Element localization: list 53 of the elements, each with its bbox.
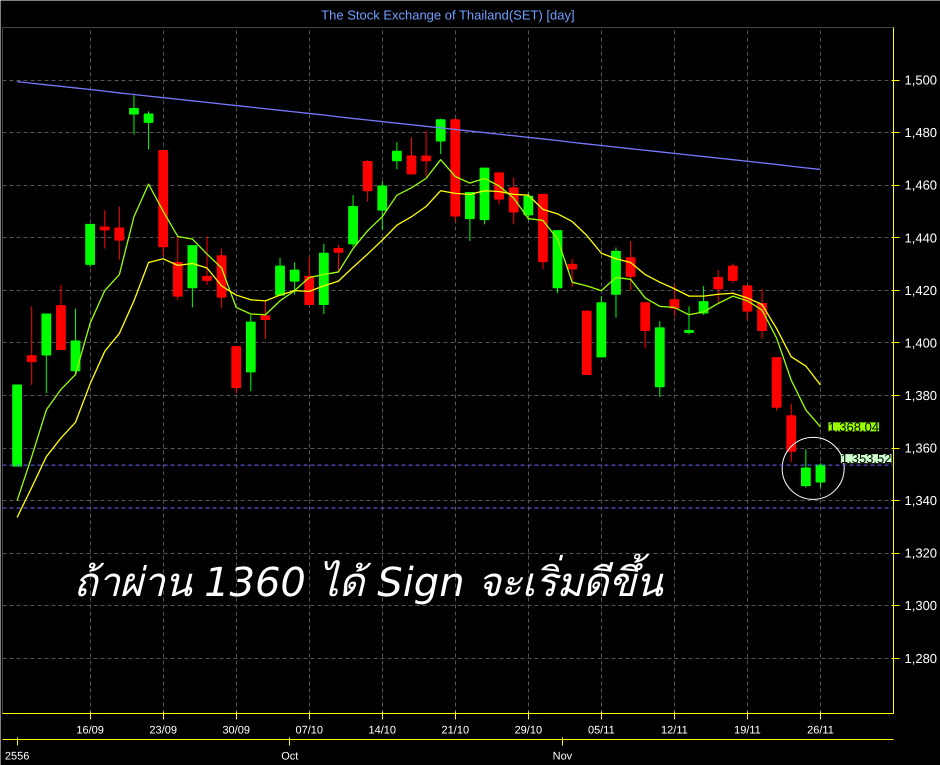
candlestick [800, 448, 811, 488]
candlestick [406, 136, 416, 174]
x-tick-label: 07/10 [295, 724, 324, 736]
candlestick [202, 236, 212, 286]
y-tick-label: 1,480 [904, 125, 938, 140]
candlestick [684, 306, 694, 335]
text: Oct [281, 750, 298, 762]
candlestick [334, 244, 344, 272]
candlestick [100, 210, 110, 250]
candlestick [392, 142, 402, 170]
candlestick [290, 262, 300, 295]
x-tick-label: 30/09 [222, 724, 250, 736]
candlestick [144, 110, 154, 150]
x-tick-label: 23/09 [149, 724, 177, 736]
candlestick [523, 192, 534, 221]
x-tick-label: 26/11 [807, 724, 834, 736]
x-tick-label: 29/10 [514, 724, 542, 736]
y-tick-label: 1,500 [904, 72, 938, 88]
annotation: ถ้าผ่าน 1360 ได้ Sign จะเริ่มดีขึ้น [73, 553, 664, 606]
x-tick-label: 14/10 [368, 724, 396, 736]
candlestick [436, 118, 446, 155]
candlestick [816, 462, 826, 488]
y-tick-label: 1,380 [904, 388, 938, 403]
y-tick-label: 1,400 [904, 335, 938, 350]
y-tick-label: 1,440 [904, 230, 938, 246]
x-tick-label: 05/11 [588, 724, 615, 736]
y-tick-label: 1,420 [904, 282, 938, 298]
y-tick-label: 1,460 [904, 178, 938, 193]
text: Nov [552, 750, 573, 762]
candlestick [567, 258, 578, 288]
candlestick [114, 206, 124, 260]
y-tick-label: 1,280 [904, 650, 938, 666]
candlestick [129, 94, 139, 135]
x-tick-label: 21/10 [442, 724, 470, 736]
text: 2556 [4, 750, 30, 762]
x-tick-label: 12/11 [661, 724, 688, 736]
line-series [16, 80, 822, 170]
candlestick [421, 130, 431, 178]
x-tick-label: 19/11 [734, 724, 761, 736]
candlestick [713, 270, 724, 304]
candlestick [26, 306, 37, 386]
y-tick-label: 1,340 [904, 493, 938, 508]
candlestick [698, 285, 708, 316]
data-label: 1,368.04 [828, 419, 880, 434]
chart-title: The Stock Exchange of Thailand(SET) [day] [321, 8, 575, 22]
candlestick [260, 300, 270, 340]
y-tick-label: 1,360 [904, 440, 938, 456]
candlestick [728, 263, 738, 284]
x-tick-label: 16/09 [76, 724, 104, 736]
y-tick-label: 1,320 [904, 546, 938, 561]
candlestick [626, 240, 636, 292]
ref-line-label: 1,353.52 [840, 451, 892, 466]
y-tick-label: 1,300 [904, 598, 938, 614]
